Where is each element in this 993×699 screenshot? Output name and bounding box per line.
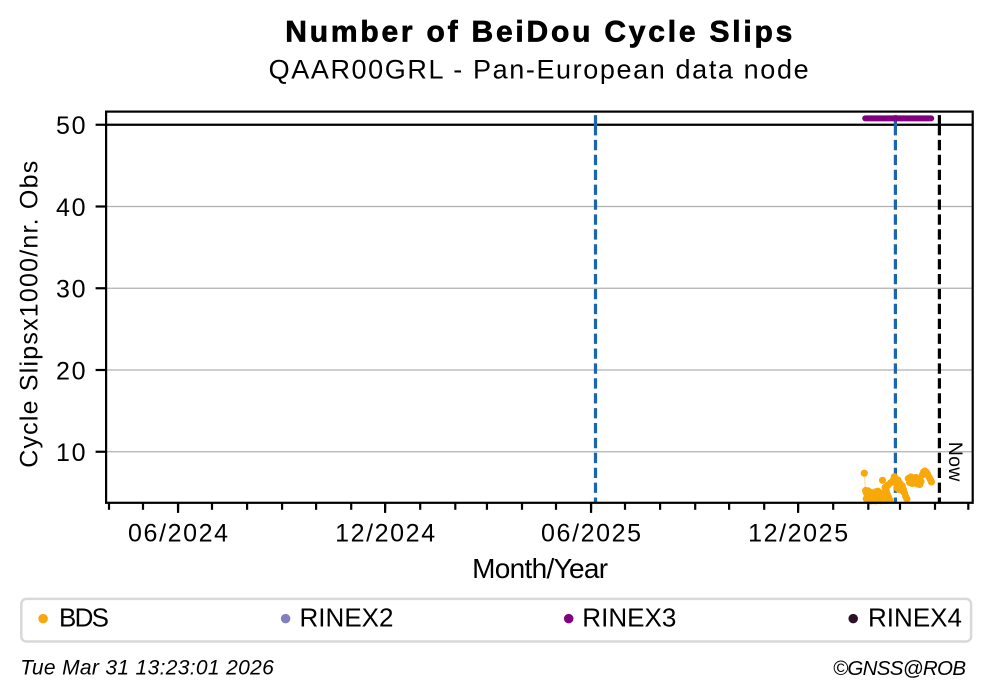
svg-text:06/2025: 06/2025 [541, 520, 641, 548]
svg-text:QAAR00GRL - Pan-European data: QAAR00GRL - Pan-European data node [269, 55, 809, 85]
svg-text:RINEX4: RINEX4 [868, 602, 962, 632]
svg-text:06/2024: 06/2024 [128, 520, 228, 548]
svg-text:BDS: BDS [59, 602, 109, 632]
svg-text:30: 30 [56, 276, 86, 304]
svg-text:12/2025: 12/2025 [748, 520, 848, 548]
svg-text:50: 50 [56, 112, 86, 140]
svg-text:Now: Now [944, 442, 966, 482]
svg-text:10: 10 [56, 439, 86, 467]
svg-text:©GNSS@ROB: ©GNSS@ROB [833, 657, 966, 680]
svg-text:12/2024: 12/2024 [335, 520, 435, 548]
svg-text:Month/Year: Month/Year [472, 553, 608, 584]
svg-text:20: 20 [56, 357, 86, 385]
svg-text:Cycle Slipsx1000/nr. Obs: Cycle Slipsx1000/nr. Obs [16, 161, 44, 468]
svg-text:40: 40 [56, 194, 86, 222]
svg-text:RINEX2: RINEX2 [300, 602, 394, 632]
svg-text:Number of BeiDou Cycle Slips: Number of BeiDou Cycle Slips [285, 15, 792, 48]
svg-text:Tue Mar 31 13:23:01 2026: Tue Mar 31 13:23:01 2026 [20, 657, 274, 680]
svg-text:RINEX3: RINEX3 [582, 602, 676, 632]
